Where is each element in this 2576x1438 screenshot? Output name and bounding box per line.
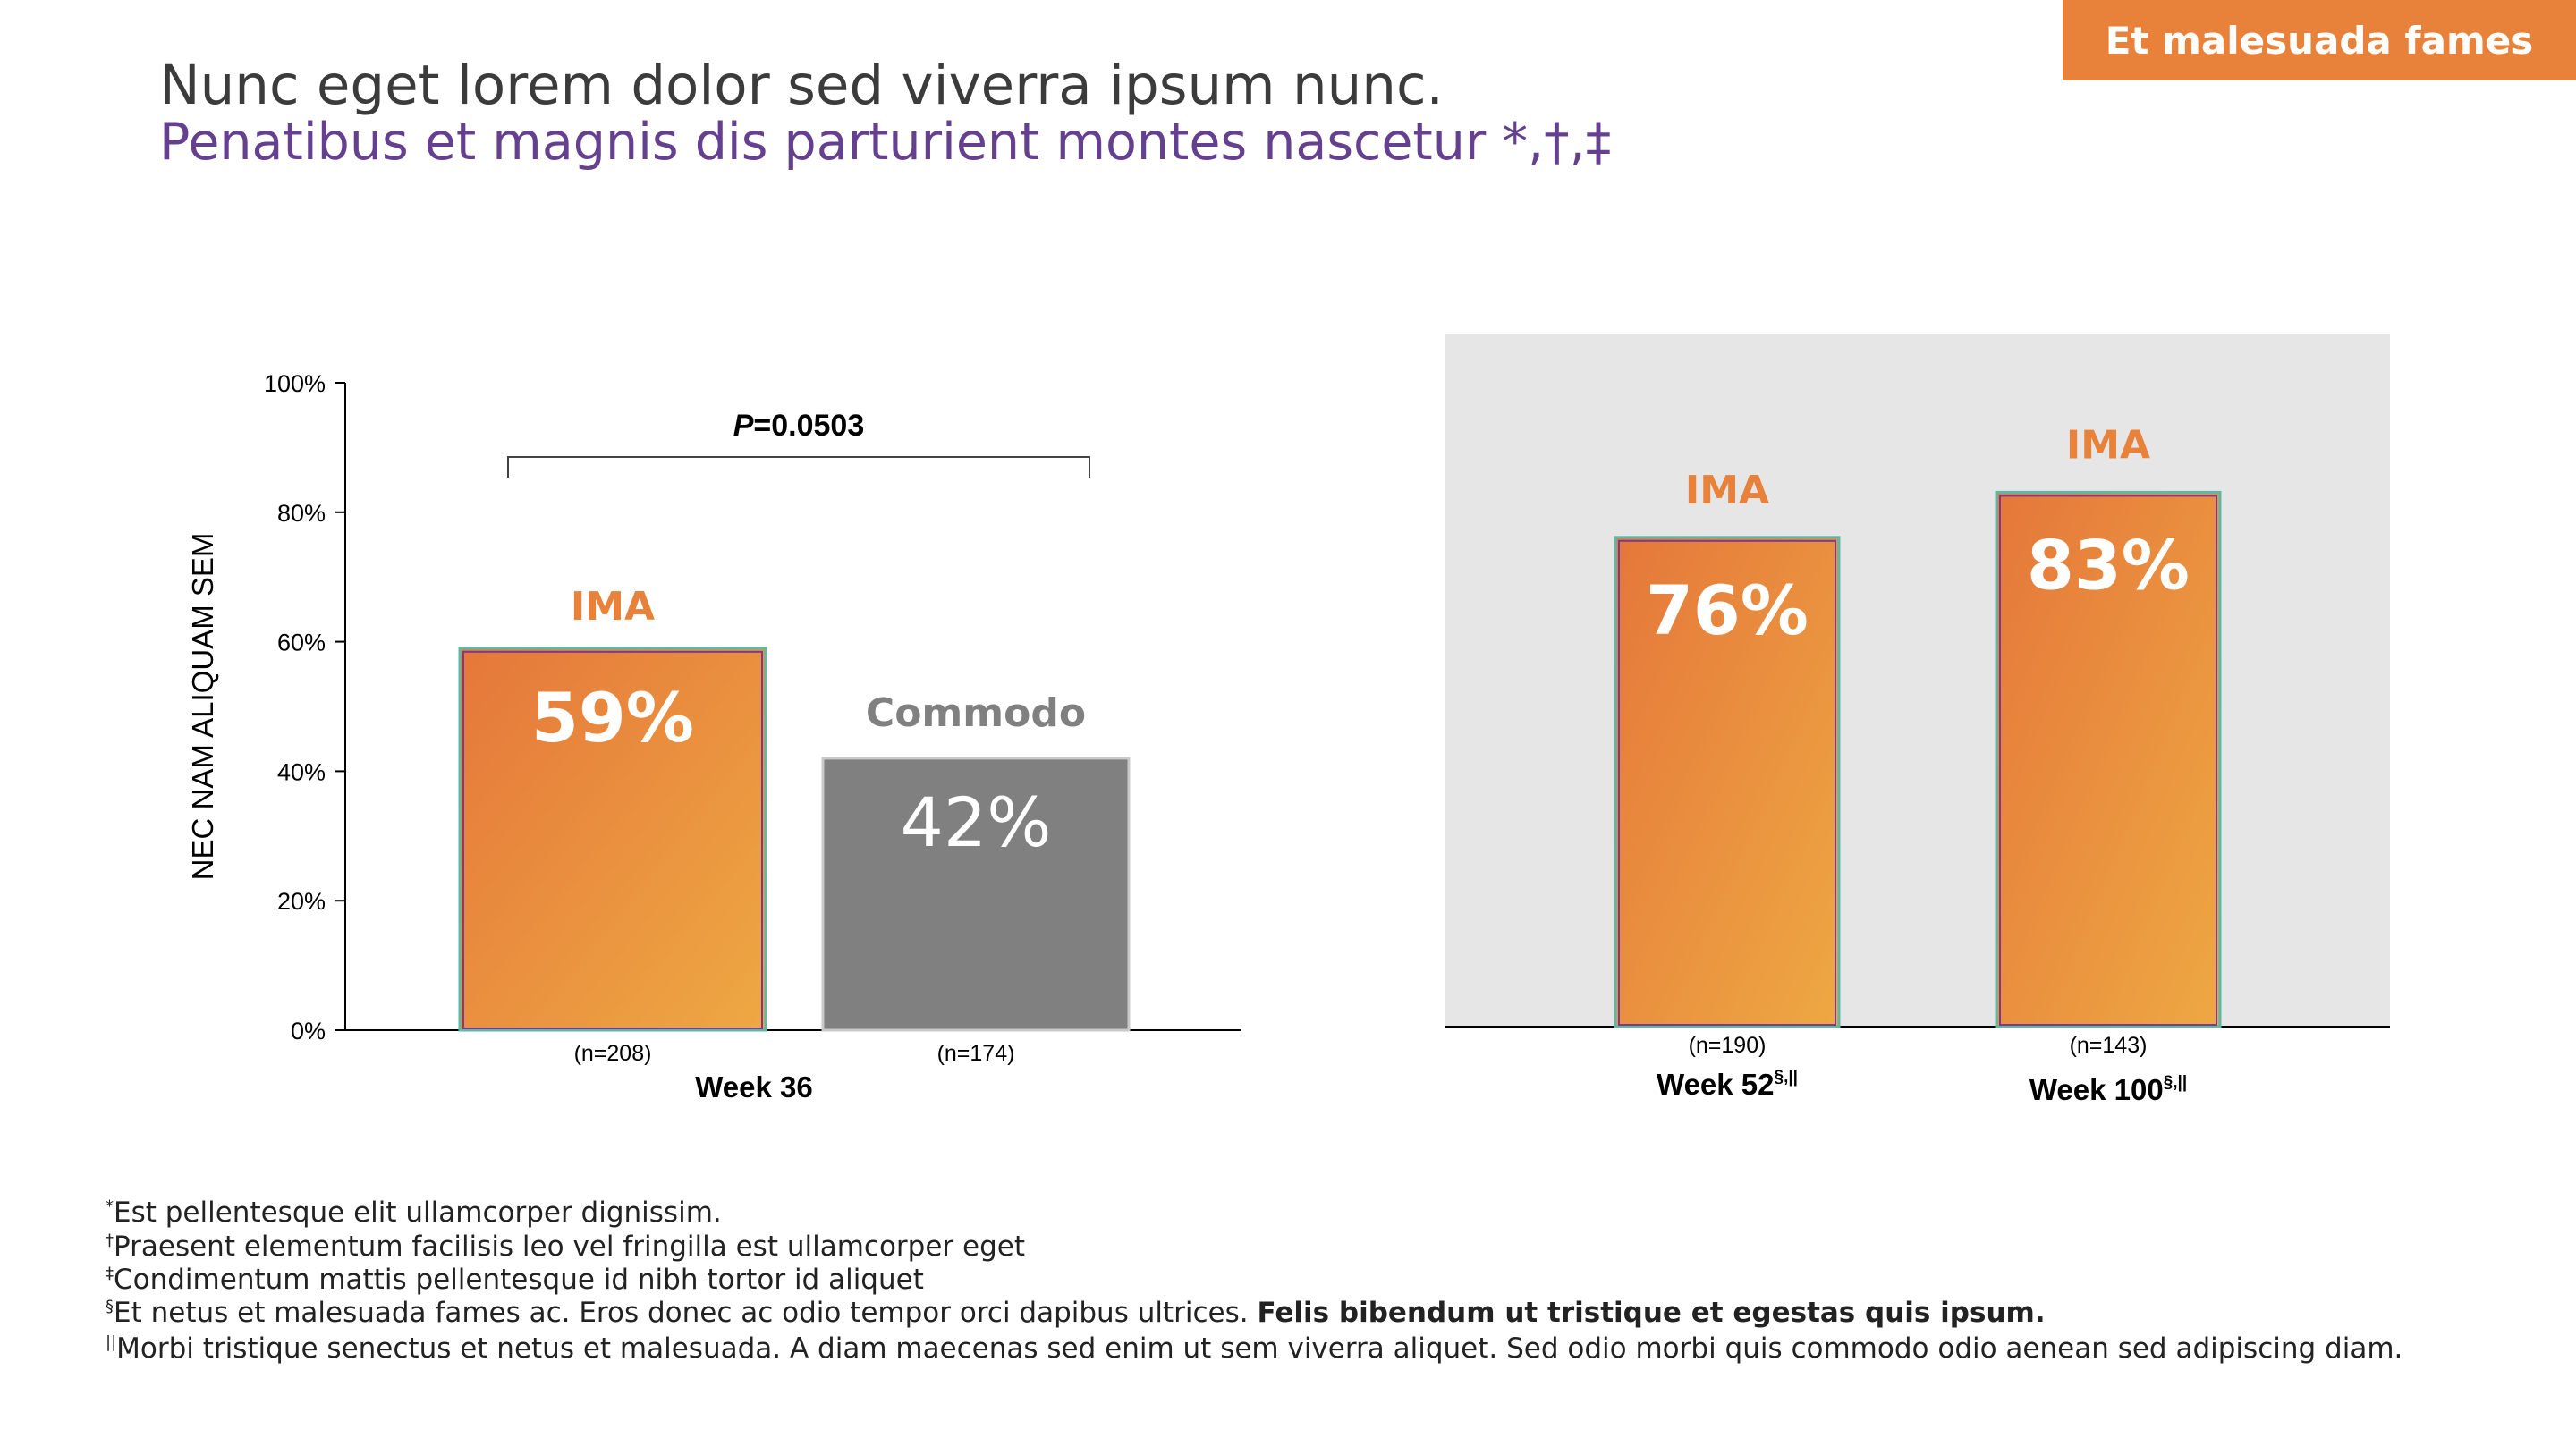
x-axis-label: Week 36 — [695, 1070, 812, 1104]
y-tick-label: 60% — [277, 630, 326, 656]
significance-bracket — [507, 456, 1090, 478]
footnote-text: Condimentum mattis pellentesque id nibh … — [114, 1264, 924, 1296]
p-value-label: P=0.0503 — [733, 409, 865, 443]
bar-ima-inner-outline — [462, 650, 763, 1030]
bar-series-label: IMA — [571, 584, 655, 630]
footnote-text: Morbi tristique senectus et netus et mal… — [116, 1332, 2403, 1365]
y-tick-label: 80% — [277, 500, 326, 527]
footnote: ||Morbi tristique senectus et netus et m… — [106, 1332, 2402, 1365]
bar-n-label: (n=208) — [574, 1041, 652, 1066]
bar-series-label: IMA — [2066, 422, 2150, 468]
footnote-mark: ‡ — [106, 1264, 114, 1283]
footnote-text: Praesent elementum facilisis leo vel fri… — [114, 1231, 1025, 1263]
bar-commodo — [821, 757, 1131, 1032]
bar-n-label: (n=190) — [1689, 1033, 1767, 1058]
bar-series-label: IMA — [1685, 468, 1769, 513]
bar-ima-inner-outline — [1618, 539, 1836, 1026]
footnote-mark: † — [106, 1231, 114, 1250]
footnote-mark: || — [106, 1332, 117, 1352]
bar-ima — [458, 647, 767, 1032]
y-tick-label: 40% — [277, 758, 326, 785]
footnote-text: Est pellentesque elit ullamcorper dignis… — [114, 1197, 722, 1229]
footnote: *Est pellentesque elit ullamcorper digni… — [106, 1197, 722, 1229]
y-tick-label: 100% — [264, 370, 326, 397]
bar-series-label: Commodo — [866, 690, 1086, 736]
y-axis-label: NEC NAM ALIQUAM SEM — [186, 533, 219, 881]
footnote-bold-text: Felis bibendum ut tristique et egestas q… — [1257, 1297, 2046, 1329]
bar-value-label: 59% — [531, 678, 694, 757]
footnote-text: Et netus et malesuada fames ac. Eros don… — [114, 1297, 1258, 1329]
bar-n-label: (n=174) — [937, 1041, 1015, 1066]
bar-ima — [1995, 490, 2222, 1028]
bar-value-label: 42% — [901, 782, 1052, 862]
y-tick-label: 0% — [291, 1018, 326, 1045]
footnote: §Et netus et malesuada fames ac. Eros do… — [106, 1297, 2046, 1329]
bar-n-label: (n=143) — [2070, 1033, 2148, 1058]
chart-week-36: 0% 20% 40% 60% 80% 100% NEC NAM ALIQUAM SEM 59%… — [186, 370, 1241, 1104]
page-title: Nunc eget lorem dolor sed viverra ipsum … — [159, 54, 1444, 117]
bar-value-label: 76% — [1646, 571, 1809, 650]
chart-background — [1445, 334, 2390, 1027]
bar-ima-inner-outline — [1999, 495, 2217, 1026]
footnote: †Praesent elementum facilisis leo vel fr… — [106, 1231, 1025, 1263]
chart-week-52-100: 76% IMA (n=190) Week 52§,|| 83% IMA (n=143) Wee… — [1445, 334, 2390, 1106]
y-tick-label: 20% — [277, 888, 326, 915]
x-category-label: Week 100§,|| — [2029, 1073, 2187, 1106]
page-subtitle: Penatibus et magnis dis parturient monte… — [159, 113, 1612, 172]
footnote: ‡Condimentum mattis pellentesque id nibh… — [106, 1264, 924, 1296]
footnote-mark: § — [106, 1297, 114, 1316]
bar-ima — [1614, 536, 1841, 1028]
footnote-mark: * — [106, 1197, 114, 1216]
header-badge: Et malesuada fames — [2063, 0, 2576, 80]
x-category-label: Week 52§,|| — [1657, 1068, 1798, 1101]
bar-value-label: 83% — [2027, 525, 2190, 605]
